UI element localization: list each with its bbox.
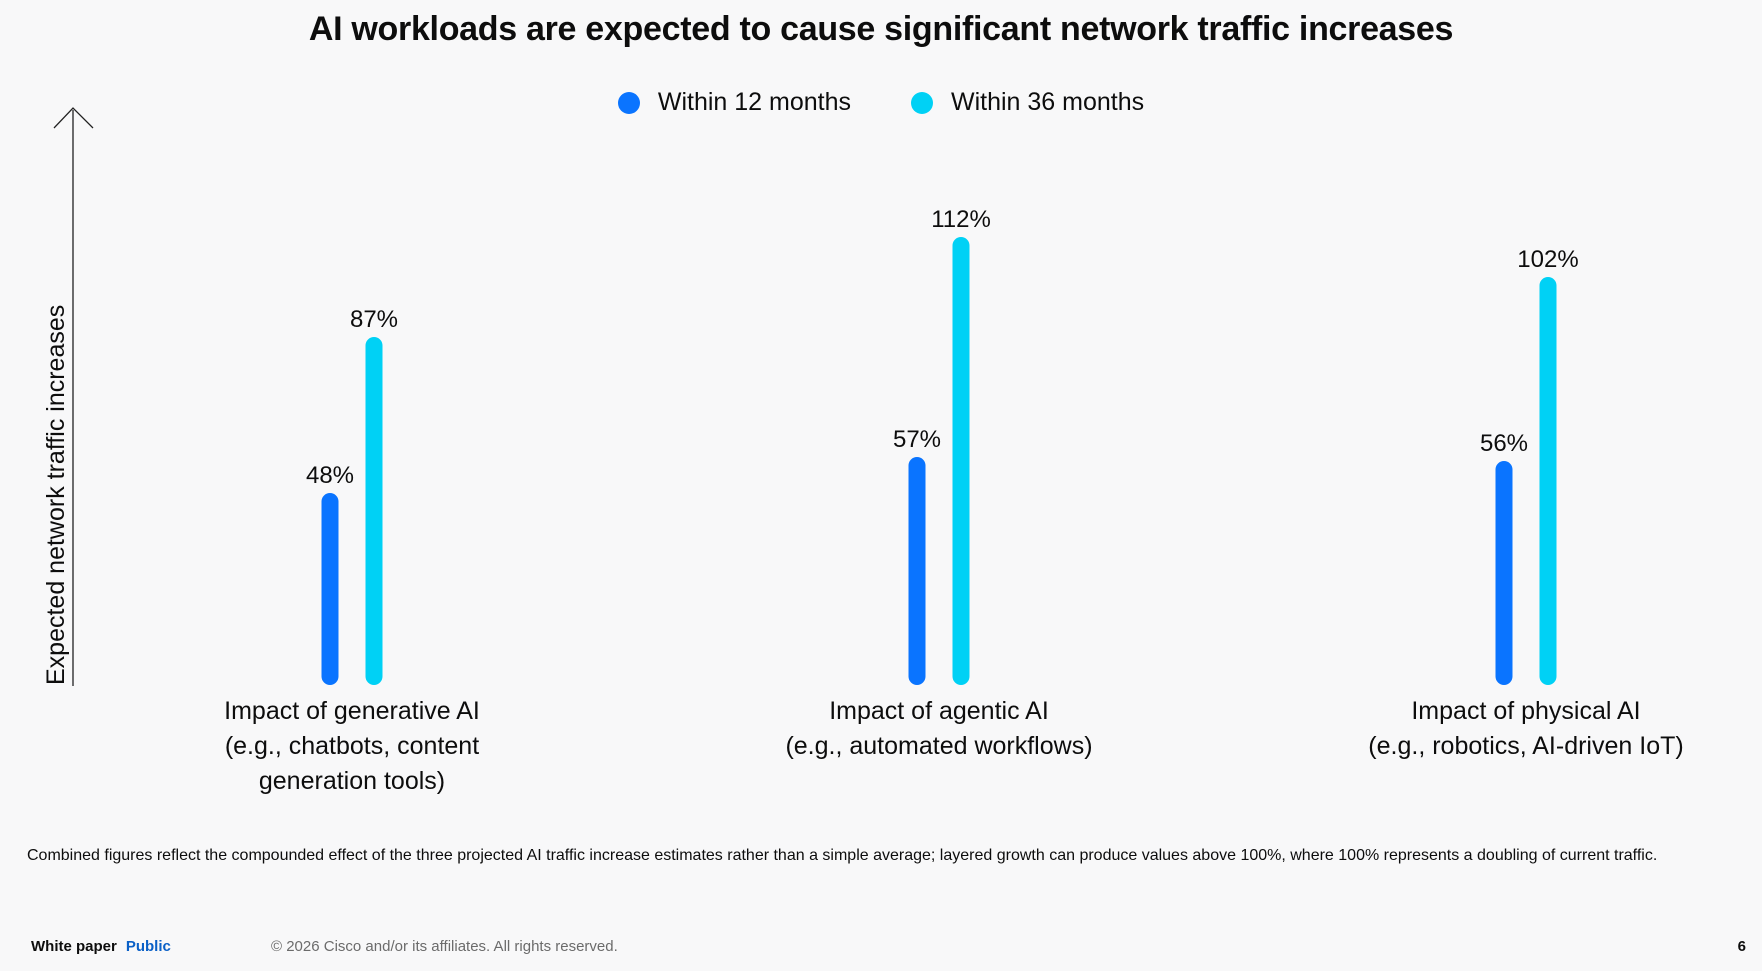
data-label-series2-cat2: 112%: [931, 206, 991, 233]
category-label-line: (e.g., robotics, AI-driven IoT): [1368, 732, 1684, 760]
y-axis-arrow-icon: [53, 107, 94, 129]
footer-left: White paper Public: [31, 938, 171, 955]
y-axis-label: Expected network traffic increases: [42, 304, 70, 685]
doc-type: White paper: [31, 938, 117, 955]
legend-label-12-months: Within 12 months: [657, 88, 851, 116]
page-title: AI workloads are expected to cause signi…: [308, 10, 1454, 48]
bar-series2-cat3: [1539, 277, 1557, 685]
page-number: 6: [1737, 938, 1746, 955]
classification-badge: Public: [125, 938, 171, 955]
category-label-line: (e.g., chatbots, content: [224, 732, 480, 760]
bar-series1-cat2: [908, 457, 926, 685]
category-label-1: Impact of generative AI (e.g., chatbots, …: [152, 694, 552, 799]
category-label-line: Impact of physical AI: [1411, 697, 1641, 725]
bars: [321, 237, 1557, 685]
data-label-series1-cat3: 56%: [1480, 430, 1528, 457]
category-label-line: (e.g., automated workflows): [785, 732, 1093, 760]
data-label-series2-cat3: 102%: [1517, 246, 1578, 273]
data-label-series2-cat1: 87%: [350, 306, 398, 333]
legend-dot-12-months: [617, 91, 640, 114]
category-label-3: Impact of physical AI (e.g., robotics, AI…: [1326, 694, 1726, 764]
category-label-line: Impact of generative AI: [224, 697, 480, 725]
copyright: © 2026 Cisco and/or its affiliates. All …: [271, 938, 618, 955]
data-labels: 48% 57% 56% 87% 112% 102%: [306, 206, 1579, 489]
footnote: Combined figures reflect the compounded …: [27, 847, 1658, 864]
data-label-series1-cat2: 57%: [893, 426, 941, 453]
category-label-line: generation tools): [258, 767, 446, 795]
bar-series2-cat1: [365, 337, 383, 685]
category-label-line: Impact of agentic AI: [829, 697, 1049, 725]
category-label-2: Impact of agentic AI (e.g., automated wor…: [739, 694, 1139, 764]
bar-series1-cat3: [1495, 461, 1513, 685]
legend-item-36-months: Within 36 months: [911, 88, 1144, 117]
chart-legend: Within 12 months Within 36 months: [0, 88, 1762, 117]
data-label-series1-cat1: 48%: [306, 462, 354, 489]
legend-dot-36-months: [911, 91, 933, 114]
legend-item-12-months: Within 12 months: [617, 88, 851, 117]
bar-series1-cat1: [321, 493, 339, 685]
legend-label-36-months: Within 36 months: [951, 88, 1145, 116]
bar-series2-cat2: [952, 237, 970, 685]
y-axis: [53, 107, 94, 686]
